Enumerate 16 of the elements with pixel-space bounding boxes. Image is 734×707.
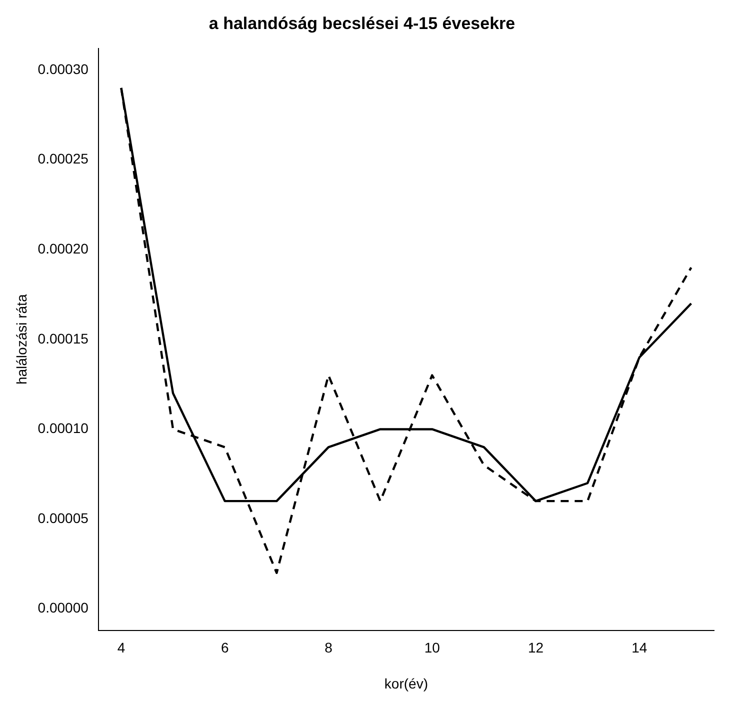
x-tick-label: 10 bbox=[424, 640, 440, 656]
y-tick-label: 0.00000 bbox=[38, 600, 89, 616]
y-tick-label: 0.00025 bbox=[38, 150, 89, 167]
x-tick-label: 4 bbox=[117, 640, 126, 656]
x-tick-label: 8 bbox=[324, 640, 333, 656]
y-tick-label: 0.00020 bbox=[38, 240, 89, 256]
y-tick-label: 0.00015 bbox=[38, 330, 89, 346]
chart-title: a halandóság becslései 4-15 évesekre bbox=[208, 14, 516, 33]
y-axis-title: halálozási ráta bbox=[13, 294, 30, 385]
y-tick-label: 0.00005 bbox=[38, 510, 89, 526]
x-tick-label: 14 bbox=[632, 640, 648, 656]
y-tick-label: 0.00030 bbox=[38, 60, 89, 77]
x-tick-label: 12 bbox=[528, 640, 544, 656]
y-tick-label: 0.00010 bbox=[38, 420, 89, 436]
x-tick-label: 6 bbox=[220, 640, 229, 656]
x-axis-title: kor(év) bbox=[384, 675, 428, 692]
